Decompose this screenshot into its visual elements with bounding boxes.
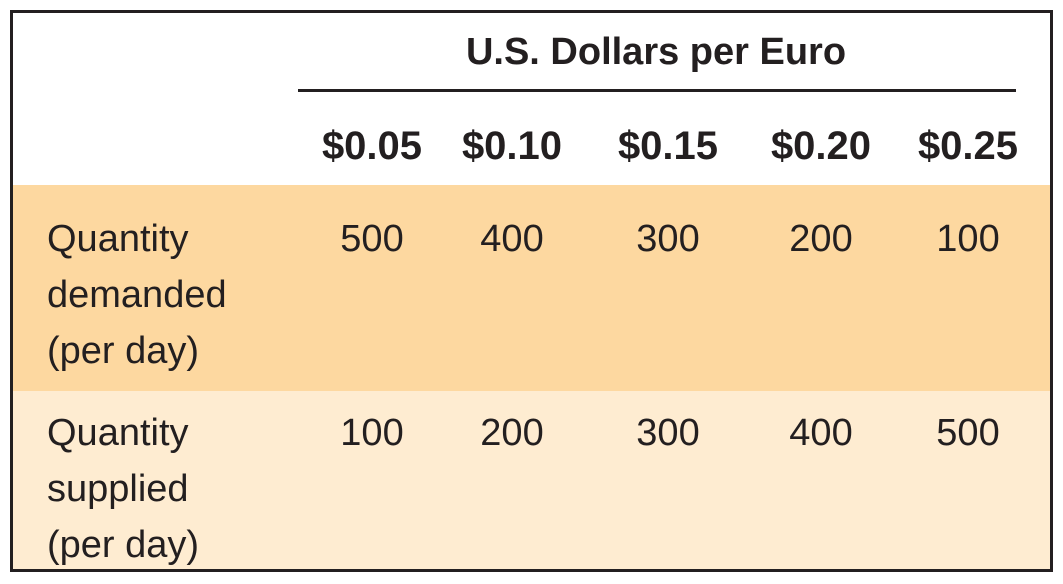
row-label-line: Quantity: [47, 412, 189, 454]
table-cell: 200: [480, 412, 544, 454]
table-cell: 300: [636, 412, 700, 454]
table-cell: 300: [636, 218, 700, 260]
row-label-line: demanded: [47, 274, 227, 316]
table-row-quantity-demanded: Quantity demanded (per day) 500 400 300 …: [13, 185, 1050, 391]
row-label-line: Quantity: [47, 218, 189, 260]
column-header-price-5: $0.25: [917, 124, 1019, 168]
table-cell: 500: [936, 412, 1000, 454]
row-label-demanded: Quantity demanded (per day): [47, 211, 277, 379]
column-header-price-2: $0.10: [461, 124, 563, 168]
table-cell: 100: [340, 412, 404, 454]
table-cell: 100: [936, 218, 1000, 260]
exchange-rate-table: U.S. Dollars per Euro $0.05 $0.10 $0.15 …: [10, 10, 1053, 572]
table-cell: 200: [789, 218, 853, 260]
column-header-price-3: $0.15: [617, 124, 719, 168]
row-label-line: (per day): [47, 330, 200, 372]
table-row-quantity-supplied: Quantity supplied (per day) 100 200 300 …: [13, 391, 1050, 569]
table-header: U.S. Dollars per Euro $0.05 $0.10 $0.15 …: [13, 13, 1050, 185]
row-label-line: supplied: [47, 468, 189, 510]
table-cell: 400: [789, 412, 853, 454]
table-cell: 500: [340, 218, 404, 260]
table-cell: 400: [480, 218, 544, 260]
column-header-price-4: $0.20: [770, 124, 872, 168]
row-label-supplied: Quantity supplied (per day): [47, 405, 277, 569]
row-label-line: (per day): [47, 524, 200, 566]
column-header-price-1: $0.05: [321, 124, 423, 168]
header-rule: [298, 89, 1016, 92]
column-group-header: U.S. Dollars per Euro: [465, 31, 847, 73]
